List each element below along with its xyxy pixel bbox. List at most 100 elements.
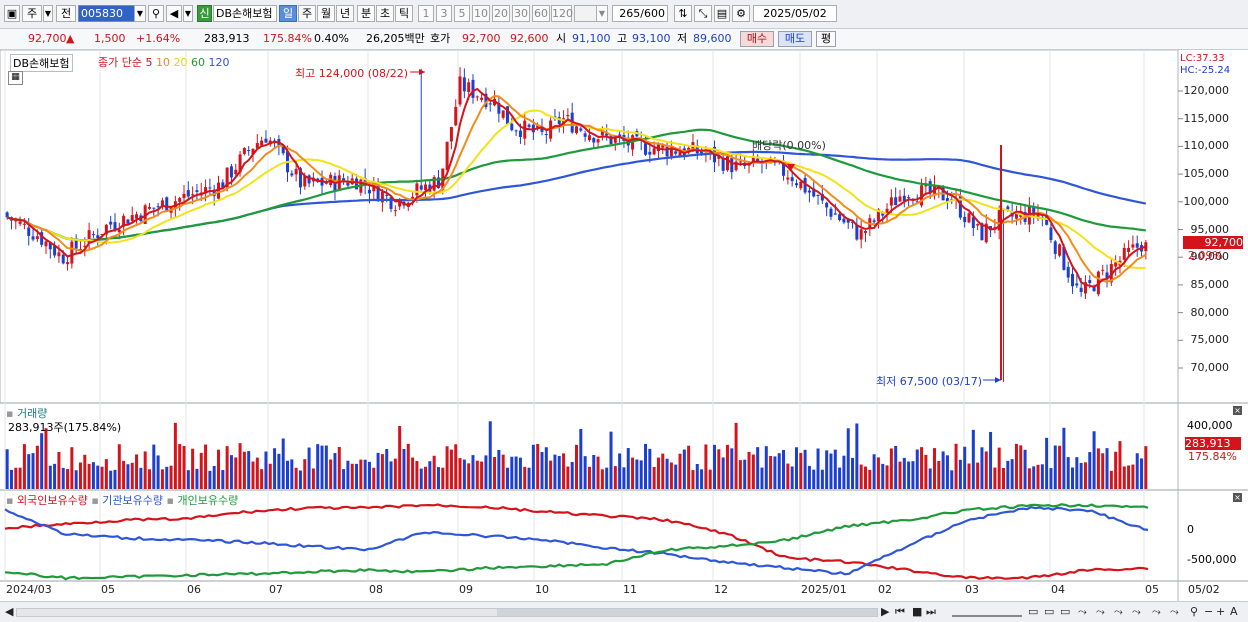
volume-bar (756, 447, 760, 489)
holding-square-icon-1: ▪ (6, 494, 14, 507)
window-icon[interactable]: ▣ (4, 5, 20, 22)
volume-bar (932, 448, 936, 489)
candle-body (212, 189, 216, 196)
minute-30[interactable]: 30 (512, 5, 530, 22)
volume-bar (363, 459, 367, 489)
volume-bar (1040, 464, 1044, 489)
tool-icon-6[interactable]: ⤳ (1170, 605, 1179, 618)
period-minute[interactable]: 분 (357, 5, 375, 22)
sell-button[interactable]: 매도 (778, 31, 812, 47)
date-tick-label: 06 (187, 583, 201, 596)
forward-icon[interactable]: ⏭ (926, 605, 936, 618)
minute-120[interactable]: 120 (551, 5, 573, 22)
volume-bar (613, 466, 617, 489)
period-day[interactable]: 일 (279, 5, 297, 22)
speaker-dropdown-icon[interactable]: ▼ (183, 5, 193, 22)
volume-bar (251, 461, 255, 489)
zoom-search-icon[interactable]: ⚲ (1190, 605, 1199, 618)
minute-1[interactable]: 1 (418, 5, 434, 22)
period-year[interactable]: 년 (336, 5, 354, 22)
evaluate-button[interactable]: 평 (816, 31, 836, 47)
window-icon-2[interactable]: ▭ (1044, 605, 1055, 618)
ma-5-line (6, 87, 1147, 288)
volume-bar (514, 456, 518, 489)
holding-close-icon[interactable]: × (1233, 493, 1242, 502)
window-icon-3[interactable]: ▭ (1060, 605, 1071, 618)
count-input[interactable]: 265/600 (612, 5, 668, 22)
volume-close-icon[interactable]: × (1233, 406, 1242, 415)
stock-code-input[interactable]: 005830 (78, 5, 136, 22)
minute-3[interactable]: 3 (436, 5, 452, 22)
speed-slider[interactable] (952, 605, 1022, 617)
volume-bar (286, 460, 290, 489)
tool-icon-2[interactable]: ⤳ (1096, 605, 1105, 618)
date-input[interactable]: 2025/05/02 (753, 5, 837, 22)
zoom-in-icon[interactable]: + (1216, 605, 1226, 618)
chart-tools-icon[interactable]: ⇅ (674, 5, 692, 22)
volume-bar (1058, 445, 1062, 489)
volume-bar (316, 444, 320, 489)
rewind-icon[interactable]: ⏮ (895, 605, 905, 618)
candle-body (160, 200, 164, 206)
minute-10[interactable]: 10 (472, 5, 490, 22)
volume-bar (1105, 448, 1109, 489)
candle-body (290, 173, 294, 176)
candle-body (505, 106, 509, 125)
market-select[interactable]: 주 (22, 5, 42, 22)
ma-60-line (6, 128, 1146, 242)
volume-bar (424, 466, 428, 489)
candle-body (644, 143, 648, 155)
play-icon[interactable]: ▶ (881, 605, 890, 618)
window-icon-1[interactable]: ▭ (1028, 605, 1039, 618)
minute-60[interactable]: 60 (532, 5, 550, 22)
minute-dropdown-icon[interactable]: ▼ (596, 5, 608, 22)
buy-button[interactable]: 매수 (740, 31, 774, 47)
scroll-left-icon[interactable]: ◀ (5, 605, 14, 618)
scroll-thumb[interactable] (497, 609, 877, 616)
stop-icon[interactable]: ■ (912, 605, 923, 618)
new-badge[interactable]: 신 (197, 5, 212, 22)
volume-bar (454, 444, 458, 489)
candle-body (514, 130, 518, 132)
chart-canvas[interactable] (0, 50, 1248, 603)
draw-tool-icon[interactable]: ⤡ (694, 5, 712, 22)
period-month[interactable]: 월 (317, 5, 335, 22)
tool-icon-1[interactable]: ⤳ (1078, 605, 1087, 618)
chevron-down-icon[interactable]: ▼ (43, 5, 53, 22)
volume-bar (5, 449, 9, 489)
zoom-out-icon[interactable]: − (1204, 605, 1214, 618)
chart-area[interactable]: DB손해보험 종가 단순 5 10 20 60 120 ▦ LC:37.33 H… (0, 50, 1248, 603)
volume-bar (600, 469, 604, 489)
scroll-track[interactable] (16, 608, 878, 617)
period-week[interactable]: 주 (298, 5, 316, 22)
bid-price: 92,600 (510, 32, 549, 45)
code-dropdown-icon[interactable]: ▼ (134, 5, 146, 22)
grid-icon[interactable]: ▦ (8, 71, 23, 85)
minute-20[interactable]: 20 (492, 5, 510, 22)
save-icon[interactable]: ▤ (714, 5, 730, 22)
candle-body (838, 214, 842, 221)
volume-bar (1006, 460, 1010, 489)
low-arrow-icon (995, 377, 1001, 383)
market2-select[interactable]: 전 (56, 5, 76, 22)
volume-bar (1083, 462, 1087, 489)
stock-tag: DB손해보험 (10, 54, 73, 72)
tool-icon-5[interactable]: ⤳ (1152, 605, 1161, 618)
candle-body (876, 209, 880, 222)
search-icon[interactable]: ⚲ (148, 5, 164, 22)
volume-bar (298, 470, 302, 489)
date-tick-label: 04 (1051, 583, 1065, 596)
tool-icon-3[interactable]: ⤳ (1114, 605, 1123, 618)
price-tick-label: 100,000 (1183, 194, 1230, 208)
period-second[interactable]: 초 (376, 5, 394, 22)
volume-bar (74, 470, 78, 489)
hc-value: HC:-25.24 (1180, 65, 1231, 76)
gear-icon[interactable]: ⚙ (732, 5, 750, 22)
speaker-icon[interactable]: ◀ (166, 5, 182, 22)
period-tick[interactable]: 틱 (395, 5, 413, 22)
font-size-icon[interactable]: A (1230, 605, 1238, 618)
tool-icon-4[interactable]: ⤳ (1132, 605, 1141, 618)
minute-5[interactable]: 5 (454, 5, 470, 22)
candle-body (997, 210, 1001, 231)
candle-body (898, 196, 902, 202)
